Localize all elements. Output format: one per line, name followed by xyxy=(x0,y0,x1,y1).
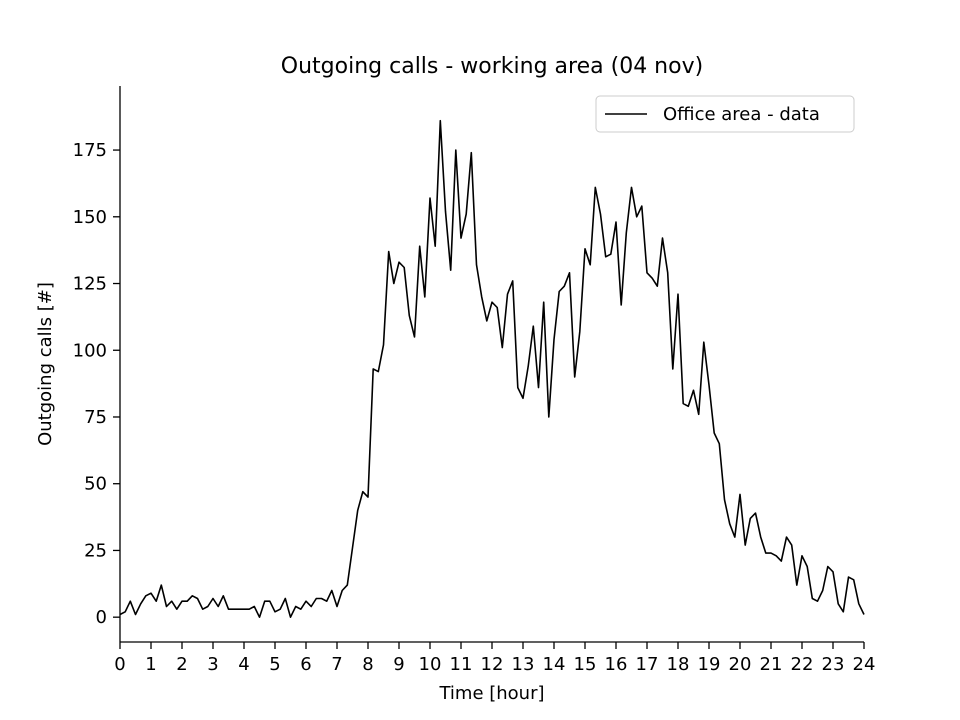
y-axis-label: Outgoing calls [#] xyxy=(35,282,56,446)
y-tick-label: 125 xyxy=(73,274,107,295)
y-tick-label: 50 xyxy=(84,474,107,495)
x-tick-label: 2 xyxy=(176,654,187,675)
x-tick-label: 15 xyxy=(574,654,597,675)
y-tick-label: 0 xyxy=(96,607,107,628)
chart-title: Outgoing calls - working area (04 nov) xyxy=(281,54,703,79)
legend-label: Office area - data xyxy=(663,104,820,125)
x-tick-label: 23 xyxy=(822,654,845,675)
x-tick-label: 5 xyxy=(269,654,280,675)
x-tick-label: 7 xyxy=(331,654,342,675)
x-tick-label: 14 xyxy=(543,654,566,675)
x-tick-label: 8 xyxy=(362,654,373,675)
x-tick-label: 16 xyxy=(605,654,628,675)
x-tick-label: 20 xyxy=(729,654,752,675)
series-line xyxy=(119,119,865,619)
plot-area: 0 1 2 3 4 5 6 7 8 9 10 11 12 13 14 15 16 17 18 19 20 21 22 23 24… xyxy=(73,86,875,675)
x-tick-label: 0 xyxy=(114,654,125,675)
x-tick-label: 17 xyxy=(636,654,659,675)
x-tick-label: 6 xyxy=(300,654,311,675)
x-tick-label: 9 xyxy=(393,654,404,675)
legend: Office area - data xyxy=(595,95,855,133)
y-tick-label: 150 xyxy=(73,207,107,228)
x-axis-label: Time [hour] xyxy=(438,683,544,704)
x-ticks: 0 1 2 3 4 5 6 7 8 9 10 11 12 13 14 15 16 17 18 19 20 21 22 23 24 xyxy=(114,642,875,675)
legend-box xyxy=(595,95,855,133)
x-tick-label: 11 xyxy=(450,654,473,675)
x-tick-label: 12 xyxy=(481,654,504,675)
x-tick-label: 10 xyxy=(419,654,442,675)
y-tick-label: 75 xyxy=(84,407,107,428)
x-tick-label: 21 xyxy=(760,654,783,675)
x-tick-label: 19 xyxy=(698,654,721,675)
x-tick-label: 4 xyxy=(238,654,249,675)
x-tick-label: 3 xyxy=(207,654,218,675)
y-tick-label: 100 xyxy=(73,340,107,361)
x-tick-label: 1 xyxy=(145,654,156,675)
x-tick-label: 22 xyxy=(791,654,814,675)
x-tick-label: 13 xyxy=(512,654,535,675)
x-tick-label: 18 xyxy=(667,654,690,675)
y-ticks: 0 25 50 75 100 125 150 175 xyxy=(73,140,120,628)
y-tick-label: 25 xyxy=(84,540,107,561)
x-tick-label: 24 xyxy=(853,654,876,675)
y-tick-label: 175 xyxy=(73,140,107,161)
